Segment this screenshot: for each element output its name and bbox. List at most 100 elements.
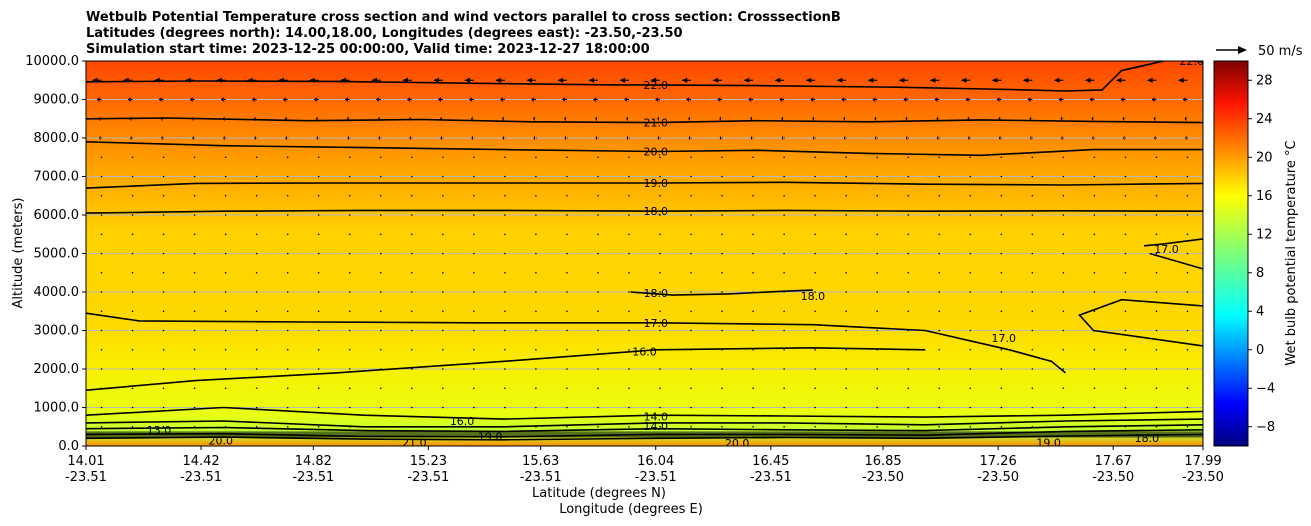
wind-vector xyxy=(1062,156,1065,159)
wind-vector xyxy=(131,271,134,274)
wind-vector xyxy=(566,156,568,159)
wind-vector xyxy=(595,116,597,122)
wind-vector xyxy=(130,135,132,141)
wind-vector xyxy=(566,310,568,313)
wind-vector xyxy=(566,291,568,293)
wind-vector xyxy=(410,271,413,274)
wind-vector xyxy=(938,387,941,390)
wind-vector xyxy=(535,387,537,390)
contour-label-5: 18.0 xyxy=(643,205,668,218)
wind-vector xyxy=(1000,329,1003,332)
wind-vector xyxy=(286,348,289,351)
wind-vector xyxy=(473,368,475,370)
wind-vector xyxy=(1186,387,1189,390)
wind-vector xyxy=(1154,135,1156,141)
wind-vector xyxy=(193,291,196,293)
wind-vector xyxy=(719,116,721,122)
contour-label-14: 14.0 xyxy=(643,420,668,433)
wind-vector xyxy=(442,252,444,255)
wind-vector xyxy=(162,406,165,409)
wind-vector xyxy=(597,271,599,274)
wind-vector xyxy=(659,291,661,293)
wind-vector xyxy=(442,214,444,216)
wind-vector xyxy=(564,135,566,141)
wind-vector xyxy=(659,387,661,390)
contour-19-0 xyxy=(86,181,1203,189)
contour-label-2: 21.0 xyxy=(643,117,668,130)
wind-vector xyxy=(566,406,568,409)
wind-vector xyxy=(317,425,320,428)
wind-vector xyxy=(907,368,910,370)
wind-vector xyxy=(1151,97,1155,102)
wind-vector xyxy=(938,214,941,216)
wind-vector xyxy=(783,329,785,332)
wind-vector xyxy=(100,425,103,428)
wind-vector xyxy=(442,291,444,293)
wind-vector xyxy=(690,233,692,236)
wind-vector xyxy=(255,156,258,159)
wind-vector xyxy=(224,252,227,255)
wind-vector xyxy=(721,387,723,390)
wind-vector xyxy=(162,348,165,351)
wind-vector xyxy=(162,291,165,293)
wind-vector xyxy=(597,194,599,197)
wind-vector xyxy=(1186,406,1189,409)
wind-vector xyxy=(317,368,320,370)
wind-vector xyxy=(876,214,879,216)
wind-vector xyxy=(1186,214,1189,216)
wind-vector xyxy=(1062,368,1065,370)
wind-vector xyxy=(1053,77,1060,83)
wind-vector xyxy=(719,135,722,141)
wind-vector xyxy=(626,116,628,122)
wind-vector xyxy=(410,233,413,236)
wind-vector xyxy=(224,348,227,351)
wind-vector xyxy=(1124,329,1127,332)
x-tick-label-lon-0: -23.51 xyxy=(65,470,107,485)
wind-vector xyxy=(1186,310,1189,313)
wind-vector xyxy=(379,233,382,236)
wind-vector xyxy=(193,194,196,197)
wind-vector xyxy=(348,233,351,236)
wind-vector xyxy=(317,406,320,409)
wind-vector xyxy=(131,348,134,351)
wind-vector xyxy=(721,368,723,370)
wind-vector xyxy=(1155,291,1158,293)
wind-vector xyxy=(597,406,599,409)
wind-vector xyxy=(379,406,382,409)
wind-vector xyxy=(127,97,131,102)
chart-title-line-3: Simulation start time: 2023-12-25 00:00:… xyxy=(86,42,650,57)
wind-vector xyxy=(814,387,816,390)
wind-vector xyxy=(597,329,599,332)
wind-vector xyxy=(410,175,413,178)
x-tick-label-lat-3: 15.23 xyxy=(410,454,447,469)
colorbar-tick-label-8: 24 xyxy=(1256,112,1273,127)
wind-vector xyxy=(533,116,535,122)
wind-vector xyxy=(566,425,568,428)
wind-vector xyxy=(721,425,723,428)
wind-vector xyxy=(721,406,723,409)
wind-vector xyxy=(224,233,227,236)
wind-vector xyxy=(131,214,134,216)
wind-vector xyxy=(286,291,289,293)
wind-vector xyxy=(659,425,661,428)
wind-vector xyxy=(1186,368,1189,370)
y-tick-label-0: 0.0 xyxy=(58,439,79,454)
wind-vector xyxy=(193,387,196,390)
x-tick-label-lon-6: -23.51 xyxy=(750,470,792,485)
wind-vector xyxy=(1000,194,1003,197)
wind-vector xyxy=(100,233,103,236)
wind-vector xyxy=(442,329,444,332)
wind-vector xyxy=(379,310,382,313)
wind-vector xyxy=(996,97,1000,102)
wind-vector xyxy=(1000,348,1003,351)
wind-vector xyxy=(659,175,661,178)
wind-vector xyxy=(1060,135,1063,141)
contour-22-0 xyxy=(86,61,1164,92)
wind-vector xyxy=(721,175,723,178)
wind-vector xyxy=(752,310,754,313)
wind-vector xyxy=(1000,252,1003,255)
wind-vector xyxy=(1031,156,1034,159)
wind-vector xyxy=(1029,135,1032,141)
wind-vector xyxy=(876,271,879,274)
wind-vector xyxy=(721,271,723,274)
